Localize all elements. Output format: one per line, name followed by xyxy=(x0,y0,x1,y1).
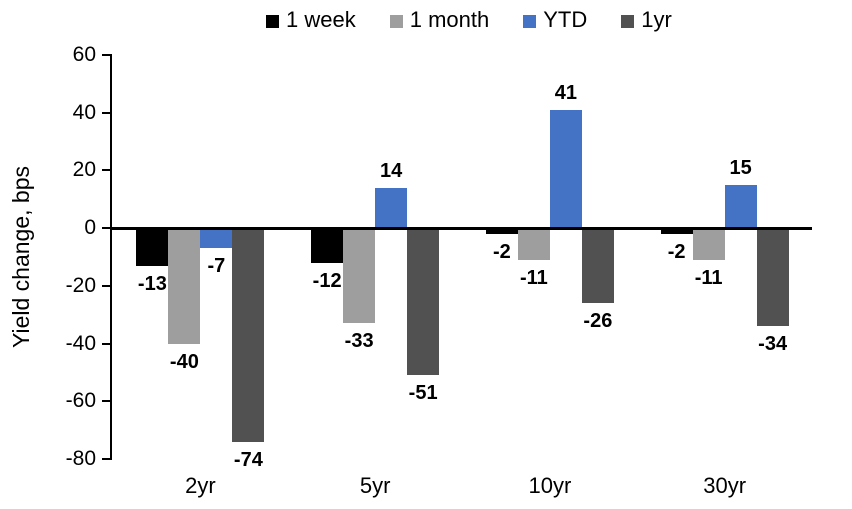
y-axis-tick xyxy=(102,54,110,56)
x-axis-category-label: 5yr xyxy=(359,473,391,498)
bar-1-week-10yr xyxy=(485,228,518,234)
bar-1-week-30yr xyxy=(660,228,693,234)
data-label: -74 xyxy=(233,448,263,471)
legend-label: 1 month xyxy=(409,7,490,32)
data-label: -26 xyxy=(583,310,613,333)
data-label: 14 xyxy=(380,159,403,182)
y-axis-tick xyxy=(102,458,110,460)
y-axis-tick xyxy=(102,169,110,172)
legend-swatch-icon xyxy=(266,14,279,28)
legend-item-YTD: YTD xyxy=(523,7,587,33)
legend-swatch-icon xyxy=(389,14,403,28)
bar-1-week-2yr xyxy=(136,228,169,266)
data-label: -33 xyxy=(344,330,374,353)
zero-line xyxy=(110,226,812,230)
data-label: -13 xyxy=(137,272,167,295)
data-label: -34 xyxy=(758,333,788,356)
bar-1-month-5yr xyxy=(343,228,376,324)
legend-item-1yr: 1yr xyxy=(621,7,672,33)
x-axis-category-label: 2yr xyxy=(185,473,216,498)
legend-label: 1 week xyxy=(286,7,356,32)
y-axis-tick-label: 40 xyxy=(72,100,96,124)
y-axis-tick-label: -40 xyxy=(65,331,96,355)
bar-1-month-2yr xyxy=(168,228,201,344)
y-axis-title: Yield change, bps xyxy=(8,166,34,349)
y-axis-line xyxy=(110,54,112,460)
data-label: 15 xyxy=(729,156,752,179)
bar-1-month-10yr xyxy=(517,228,550,260)
y-axis-tick-label: 20 xyxy=(72,158,96,182)
bar-1yr-2yr xyxy=(232,228,265,442)
data-label: -2 xyxy=(667,240,686,263)
data-label: -7 xyxy=(207,255,226,278)
legend-item-1-week: 1 week xyxy=(266,7,356,33)
legend-label: YTD xyxy=(543,7,588,32)
bar-1yr-5yr xyxy=(407,228,440,376)
bar-YTD-10yr xyxy=(549,109,582,229)
y-axis-tick-label: 0 xyxy=(84,216,96,240)
x-axis-category-label: 30yr xyxy=(703,473,747,498)
y-axis-tick-label: -60 xyxy=(65,389,96,413)
y-axis-tick-label: -20 xyxy=(65,273,96,297)
bar-1-month-30yr xyxy=(692,228,725,260)
chart-legend: 1 week 1 month YTD 1yr xyxy=(266,7,672,33)
y-axis-tick xyxy=(102,342,110,345)
y-axis-tick xyxy=(102,284,110,287)
data-label: -2 xyxy=(492,240,511,263)
legend-item-1-month: 1 month xyxy=(389,7,490,33)
bar-1-week-5yr xyxy=(311,228,344,263)
y-axis-tick xyxy=(102,400,110,403)
legend-swatch-icon xyxy=(523,14,537,28)
legend-label: 1yr xyxy=(641,7,672,32)
data-label: -40 xyxy=(169,350,199,373)
data-label: -11 xyxy=(519,266,548,289)
y-axis-tick-label: 60 xyxy=(72,43,96,66)
data-label: -51 xyxy=(408,382,438,405)
y-axis-tick-label: -80 xyxy=(65,447,96,470)
y-axis-tick xyxy=(102,111,110,114)
legend-swatch-icon xyxy=(621,14,635,28)
y-axis-tick xyxy=(102,227,110,230)
bar-YTD-30yr xyxy=(724,184,757,229)
bar-1yr-30yr xyxy=(756,228,789,327)
bar-1yr-10yr xyxy=(581,228,614,304)
data-label: -12 xyxy=(312,269,342,292)
data-label: -11 xyxy=(694,266,723,289)
data-label: 41 xyxy=(554,81,577,104)
bar-YTD-5yr xyxy=(375,187,408,229)
bar-YTD-2yr xyxy=(200,228,233,249)
x-axis-category-label: 10yr xyxy=(528,473,572,498)
